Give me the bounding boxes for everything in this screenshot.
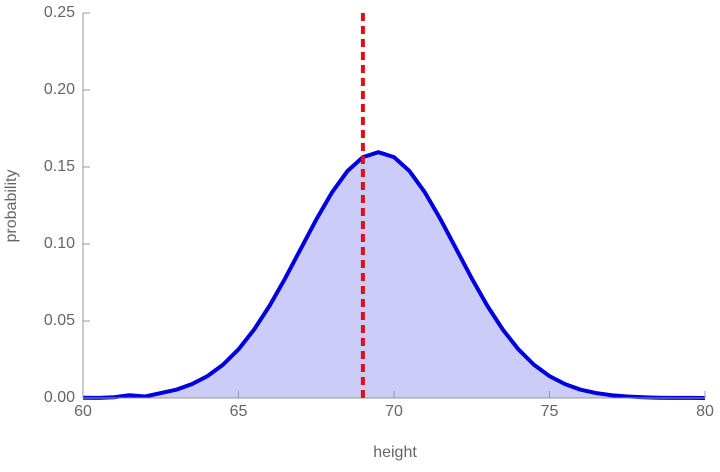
x-axis-label: height: [373, 444, 417, 461]
x-tick-label: 80: [696, 403, 714, 420]
y-axis-label: probability: [3, 170, 20, 243]
y-tick-label: 0.00: [44, 389, 75, 406]
x-tick-label: 70: [385, 403, 403, 420]
y-tick-label: 0.05: [44, 312, 75, 329]
y-tick-label: 0.15: [44, 158, 75, 175]
x-tick-label: 65: [230, 403, 248, 420]
y-tick-label: 0.20: [44, 81, 75, 98]
y-tick-label: 0.25: [44, 4, 75, 21]
line: [82, 150, 706, 400]
x-tick-label: 60: [74, 403, 92, 420]
x-tick-label: 75: [541, 403, 559, 420]
area-fill: [83, 152, 705, 398]
y-tick-label: 0.10: [44, 235, 75, 252]
